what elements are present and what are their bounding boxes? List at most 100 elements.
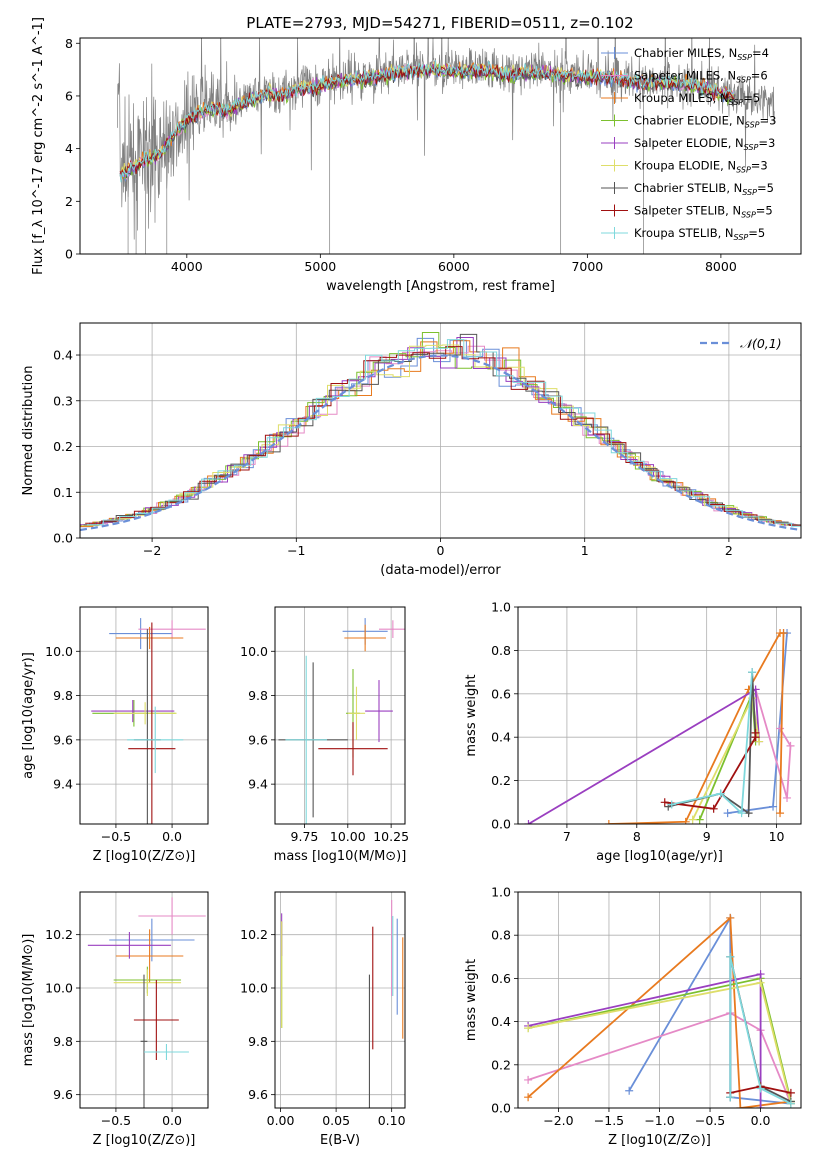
spectrum-xtick-label: 4000 [171, 259, 203, 274]
legend-label: Salpeter MILES, NSSP=6 [634, 69, 768, 85]
mass-vs-Z-xlabel: Z [log10(Z/Z⊙)] [93, 1133, 196, 1148]
age-vs-mass-grid [275, 607, 405, 824]
weight-vs-age-border [517, 606, 802, 825]
residuals-xtick-label: 2 [725, 543, 733, 558]
weight-vs-age-frame: 7 8 9 10 0.0 0.2 0.4 0.6 0.8 1.0 age [log10(age/yr… [464, 600, 802, 864]
mass-vs-Z-xtick-label: 0.0 [162, 1113, 182, 1128]
weight-vs-age-xlabel: age [log10(age/yr)] [596, 849, 723, 864]
weight-vs-Z-ytick-label: 1.0 [491, 885, 511, 900]
weight-vs-age-marker [716, 789, 725, 798]
residuals-ytick-label: 0.1 [53, 485, 73, 500]
age-vs-Z-ytick-label: 9.4 [53, 777, 73, 792]
weight-vs-Z-xtick-label: 0.0 [751, 1113, 771, 1128]
weight-vs-age-marker [748, 668, 757, 677]
age-vs-Z-ytick-label: 10.0 [45, 644, 73, 659]
residuals-ytick-label: 0.4 [53, 348, 73, 363]
spectrum-xtick-label: 8000 [705, 259, 737, 274]
weight-vs-age-marker [779, 629, 788, 638]
weight-vs-Z-marker [625, 1086, 634, 1095]
age-vs-mass-errorbars [278, 618, 405, 824]
weight-vs-age-marker [776, 809, 785, 818]
residual-legend: 𝒩(0,1) [700, 336, 782, 351]
weight-vs-Z-ytick-label: 0.0 [491, 1101, 511, 1116]
weight-vs-Z-marker [726, 952, 735, 961]
spectrum-border [79, 37, 802, 255]
residuals-xtick-label: 0 [437, 543, 445, 558]
spectrum-xlabel: wavelength [Angstrom, rest frame] [326, 279, 555, 294]
weight-vs-Z-marker [726, 1093, 735, 1102]
weight-vs-age-marker [776, 724, 785, 733]
weight-vs-Z-marker [786, 1088, 795, 1097]
age-vs-Z-xlabel: Z [log10(Z/Z⊙)] [93, 849, 196, 864]
weight-vs-age-ytick-label: 0.4 [491, 730, 511, 745]
spectrum-ytick-label: 2 [65, 194, 73, 209]
weight-vs-age-ytick-label: 0.8 [491, 643, 511, 658]
residuals-ylabel: Normed distribution [21, 366, 36, 496]
mass-vs-ebv-grid [275, 892, 405, 1108]
mass-vs-ebv-xtick-label: 0.10 [378, 1113, 406, 1128]
legend-label: Chabrier MILES, NSSP=4 [634, 46, 769, 62]
weight-vs-age-marker [681, 817, 690, 824]
residuals-ytick-label: 0.3 [53, 393, 73, 408]
weight-vs-Z-line-9 [729, 956, 792, 1105]
age-vs-Z-ylabel: age [log10(age/yr)] [21, 652, 36, 779]
weight-vs-Z-series [524, 913, 795, 1108]
weight-vs-Z-marker [524, 1093, 533, 1102]
residuals-frame: −2 −1 0 1 2 0.0 0.1 0.2 0.3 0.4 (data-model)/error… [21, 322, 802, 578]
legend-label: Chabrier STELIB, NSSP=5 [634, 181, 774, 197]
residual-steps [80, 332, 801, 532]
weight-vs-age-marker [755, 737, 764, 746]
mass-vs-ebv-border [274, 891, 406, 1109]
spectrum-ytick-label: 6 [65, 88, 73, 103]
weight-vs-age-marker [660, 798, 669, 807]
weight-vs-age-marker [688, 815, 697, 824]
weight-vs-age-xtick-label: 7 [563, 829, 571, 844]
figure-title: PLATE=2793, MJD=54271, FIBERID=0511, z=0… [246, 14, 633, 32]
age-vs-Z-xtick-label: 0.0 [162, 829, 182, 844]
weight-vs-Z-marker [756, 970, 765, 979]
weight-vs-age-marker [737, 809, 746, 818]
weight-vs-age-line-9 [671, 672, 753, 816]
residuals-xtick-label: −1 [287, 543, 305, 558]
weight-vs-age-marker [604, 820, 613, 824]
age-vs-mass-xtick-label: 10.00 [330, 829, 366, 844]
legend-label: Chabrier ELODIE, NSSP=3 [634, 114, 776, 130]
weight-vs-Z-marker [524, 1024, 533, 1033]
weight-vs-age-series [524, 629, 795, 824]
weight-vs-age-line-3 [608, 632, 785, 824]
weight-vs-age-xtick-label: 10 [769, 829, 785, 844]
spectrum-frame: 4000 5000 6000 7000 8000 0 2 4 6 8 wavelength [Ang… [31, 17, 802, 294]
weight-vs-age-marker [695, 815, 704, 824]
normal-legend-label: 𝒩(0,1) [740, 336, 782, 351]
mass-vs-ebv-axes [275, 892, 405, 1108]
mass-vs-ebv-ytick-label: 9.8 [248, 1034, 268, 1049]
spectrum-xtick-label: 6000 [438, 259, 470, 274]
weight-vs-age-line-2 [754, 689, 792, 799]
weight-vs-Z-ytick-label: 0.4 [491, 1014, 511, 1029]
weight-vs-age-marker [751, 728, 760, 737]
age-vs-Z-border [79, 606, 209, 825]
weight-vs-Z-frame: −2.0 −1.5 −1.0 −0.5 0.0 0.0 0.2 0.4 0.6 0.8 1.0 Z [… [464, 885, 802, 1148]
weight-vs-Z-marker [726, 913, 735, 922]
age-vs-Z-xtick-label: −0.5 [101, 829, 131, 844]
residual-hist-6 [81, 344, 801, 527]
age-vs-mass-frame: 9.75 10.00 10.25 9.4 9.6 9.8 10.0 mass [log10(M… [240, 606, 409, 864]
spectrum-ylabel: Flux [f_λ 10^-17 erg cm^-2 s^-1 A^-1] [31, 17, 46, 275]
residual-hist-8 [85, 346, 801, 526]
residuals-ytick-label: 0.0 [53, 531, 73, 546]
mass-vs-Z-ytick-label: 9.6 [53, 1087, 73, 1102]
age-vs-mass-ytick-label: 9.8 [248, 688, 268, 703]
spectrum-ytick-label: 4 [65, 141, 73, 156]
weight-vs-Z-xlabel: Z [log10(Z/Z⊙)] [608, 1133, 711, 1148]
normal-curve [80, 354, 801, 532]
mass-vs-Z-ytick-label: 9.8 [53, 1034, 73, 1049]
age-vs-Z-frame: −0.5 0.0 9.4 9.6 9.8 10.0 Z [log10(Z/Z⊙)] age [… [21, 606, 209, 864]
weight-vs-Z-marker [756, 1104, 765, 1108]
age-vs-mass-ytick-label: 10.0 [240, 644, 268, 659]
weight-vs-age-marker [709, 804, 718, 813]
spectrum-xtick-label: 7000 [571, 259, 603, 274]
mass-vs-ebv-xtick-label: 0.00 [267, 1113, 295, 1128]
weight-vs-Z-xtick-label: −1.0 [644, 1113, 674, 1128]
spectrum-lines [117, 38, 775, 254]
weight-vs-Z-marker [756, 1084, 765, 1093]
